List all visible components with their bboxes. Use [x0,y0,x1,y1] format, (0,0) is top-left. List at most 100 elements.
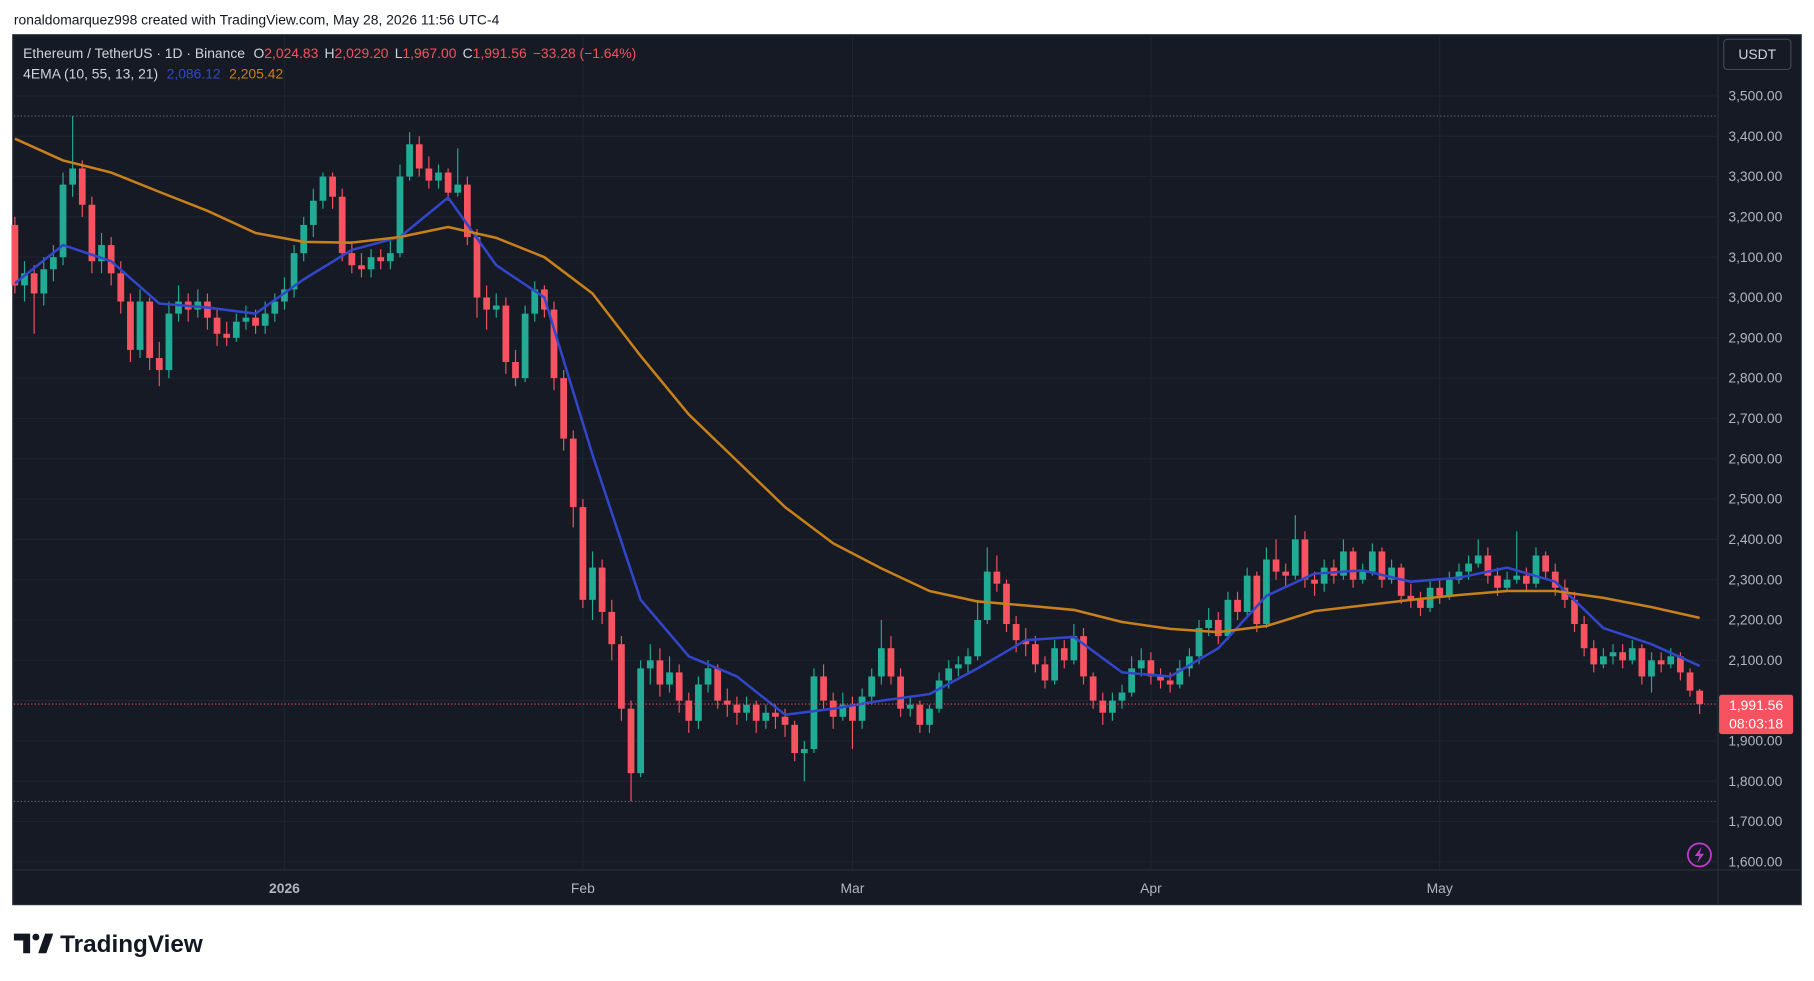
candle-body [954,664,962,669]
candle-body [1051,648,1058,681]
candle-body [1012,624,1020,641]
candle-body [1436,587,1444,596]
candle-body [502,305,510,362]
candle-body [492,305,500,310]
candle-body [695,684,702,721]
y-tick-label: 3,500.00 [1728,88,1782,104]
candle-body [88,204,96,262]
candle-body [646,660,654,669]
x-tick-label: May [1427,880,1453,896]
y-tick-label: 2,200.00 [1728,612,1782,628]
candle-body [1022,640,1030,645]
grid [13,35,1718,870]
candle-body [1474,555,1482,564]
y-tick-label: 2,300.00 [1728,571,1782,587]
legend-line: Ethereum / TetherUS · 1D · Binance O2,02… [23,45,636,61]
brand: TradingView [60,931,203,958]
alert-icon[interactable] [1686,842,1712,868]
legend-key: O [254,45,265,61]
currency-box[interactable] [1723,38,1792,70]
last-price-box [1719,694,1794,735]
candle-body [1157,676,1164,681]
y-tick-label: 3,000.00 [1728,289,1782,305]
legend-value: 2,024.83 [264,45,318,61]
candle-body [926,708,933,725]
candle-body [1628,648,1636,661]
candle-body [1696,690,1704,705]
candle-body [463,184,471,238]
candle-body [993,571,1001,584]
candle-body [78,168,86,205]
candle-body [820,676,827,701]
candle-body [1109,700,1116,713]
ema-line [14,196,1701,717]
candle-body [1667,656,1675,665]
candle-body [319,176,327,201]
candle-body [415,144,423,169]
candle-body [569,438,577,508]
candle-body [935,680,943,709]
candle-body [752,704,760,721]
y-tick-label: 2,700.00 [1728,410,1782,426]
candle-body [261,313,269,326]
y-tick-label: 3,200.00 [1728,208,1782,224]
legend-key: H [324,45,334,61]
candle-body [598,567,606,612]
candle-body [868,676,876,697]
candle-body [1417,599,1424,608]
candle-body [1253,575,1261,625]
candle-body [849,704,856,721]
candle-body [232,321,240,338]
candle-body [1041,664,1049,681]
candle-body [396,176,404,254]
candle-body [309,200,317,225]
y-tick-label: 1,600.00 [1728,854,1782,870]
candle-body [1195,628,1203,657]
candle-body [444,172,452,193]
logo-shape [38,933,54,954]
candle-body [1445,579,1453,596]
candle-body [1648,660,1655,677]
candle-body [1638,648,1646,677]
candle-body [550,309,558,379]
countdown: 08:03:18 [1729,715,1783,731]
candle-body [608,611,616,645]
candle-body [1522,575,1530,584]
candle-body [40,269,48,294]
candle-body [704,668,712,685]
y-tick-label: 2,100.00 [1728,652,1782,668]
candle-body [1291,539,1299,576]
candle-body [1060,648,1068,661]
candle-body [589,567,596,600]
candle-body [733,704,741,713]
candle-body [1099,700,1107,713]
y-tick-label: 1,900.00 [1728,733,1782,749]
y-tick-label: 2,400.00 [1728,531,1782,547]
candle-body [1513,575,1521,580]
candle-body [964,656,972,665]
candle-body [386,253,394,262]
candle-body [1214,620,1222,637]
candle-body [435,172,442,181]
indicator: 4EMA (10, 55, 13, 21) [23,66,158,82]
candle-body [50,257,57,270]
candle-body [59,184,67,258]
candle-body [1619,652,1627,661]
candle-body [618,644,625,709]
candle-body [21,273,28,286]
x-tick-label: 2026 [269,880,300,896]
legend-key: C [463,45,473,61]
candle-body [377,257,385,262]
candle-body [1137,660,1145,669]
candle-body [1580,624,1588,649]
candle-body [512,361,519,379]
candle-body [983,571,991,621]
candle-body [1609,652,1617,657]
candle-body [1234,599,1241,612]
x-tick-label: Mar [841,880,865,896]
candle-body [1503,579,1511,588]
candle-body [1186,656,1193,669]
candle-body [252,317,259,326]
legend-change: −33.28 (−1.64%) [533,45,636,61]
